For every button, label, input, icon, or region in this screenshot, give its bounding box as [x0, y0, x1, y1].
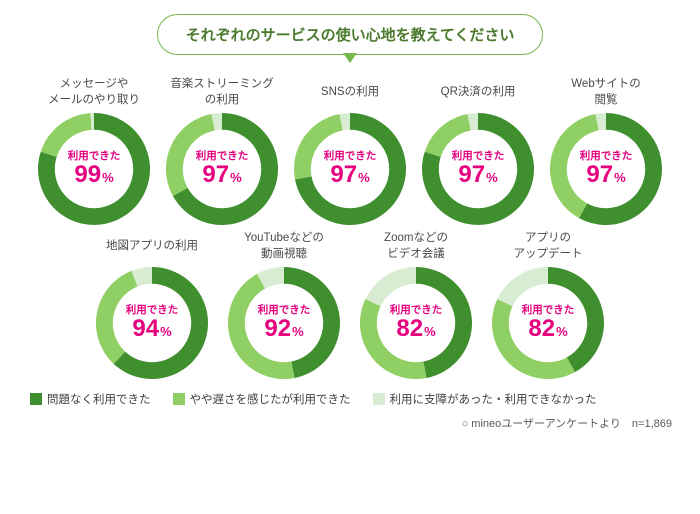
donut-chart: 利用できた82% [492, 267, 604, 379]
chart-item-label: Zoomなどの ビデオ会議 [384, 231, 448, 263]
footnote: ○ mineoユーザーアンケートより n=1,869 [24, 415, 676, 431]
legend-item: 利用に支障があった・利用できなかった [373, 391, 597, 407]
chart-item-label: YouTubeなどの 動画視聴 [244, 231, 324, 263]
legend-label: やや遅さを感じたが利用できた [190, 391, 351, 407]
donut-chart: 利用できた94% [96, 267, 208, 379]
chart-item: アプリの アップデート利用できた82% [488, 231, 608, 379]
donut-chart: 利用できた92% [228, 267, 340, 379]
donut-chart: 利用できた97% [550, 113, 662, 225]
title-tail-icon [343, 53, 357, 63]
chart-item: Webサイトの 閲覧利用できた97% [546, 77, 666, 225]
chart-item-label: Webサイトの 閲覧 [571, 77, 640, 109]
legend-swatch [30, 393, 42, 405]
title-pill: それぞれのサービスの使い心地を教えてください [157, 14, 544, 55]
donut-chart: 利用できた97% [422, 113, 534, 225]
legend-swatch [373, 393, 385, 405]
chart-item-label: 地図アプリの利用 [106, 231, 198, 263]
chart-row: 地図アプリの利用利用できた94%YouTubeなどの 動画視聴利用できた92%Z… [24, 231, 676, 379]
donut-chart: 利用できた82% [360, 267, 472, 379]
chart-item: 地図アプリの利用利用できた94% [92, 231, 212, 379]
donut-chart: 利用できた97% [294, 113, 406, 225]
title-area: それぞれのサービスの使い心地を教えてください [24, 14, 676, 55]
legend-label: 利用に支障があった・利用できなかった [390, 391, 597, 407]
donut-chart: 利用できた97% [166, 113, 278, 225]
legend-label: 問題なく利用できた [47, 391, 151, 407]
chart-item: SNSの利用利用できた97% [290, 77, 410, 225]
chart-item: Zoomなどの ビデオ会議利用できた82% [356, 231, 476, 379]
legend-item: 問題なく利用できた [30, 391, 151, 407]
chart-item-label: SNSの利用 [321, 77, 379, 109]
chart-item-label: メッセージや メールのやり取り [48, 77, 140, 109]
title-text: それぞれのサービスの使い心地を教えてください [186, 27, 515, 44]
chart-item-label: アプリの アップデート [514, 231, 583, 263]
chart-item: YouTubeなどの 動画視聴利用できた92% [224, 231, 344, 379]
chart-item-label: 音楽ストリーミング の利用 [170, 77, 274, 109]
charts-grid: メッセージや メールのやり取り利用できた99%音楽ストリーミング の利用利用でき… [24, 77, 676, 379]
chart-item: QR決済の利用利用できた97% [418, 77, 538, 225]
chart-row: メッセージや メールのやり取り利用できた99%音楽ストリーミング の利用利用でき… [24, 77, 676, 225]
chart-item-label: QR決済の利用 [441, 77, 516, 109]
legend-item: やや遅さを感じたが利用できた [173, 391, 351, 407]
legend: 問題なく利用できた やや遅さを感じたが利用できた 利用に支障があった・利用できなかっ… [24, 391, 676, 407]
chart-item: 音楽ストリーミング の利用利用できた97% [162, 77, 282, 225]
legend-swatch [173, 393, 185, 405]
donut-chart: 利用できた99% [38, 113, 150, 225]
chart-item: メッセージや メールのやり取り利用できた99% [34, 77, 154, 225]
